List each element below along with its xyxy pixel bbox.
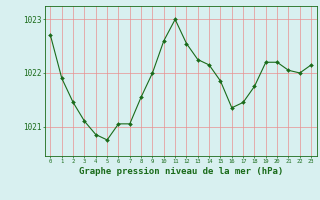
X-axis label: Graphe pression niveau de la mer (hPa): Graphe pression niveau de la mer (hPa): [79, 167, 283, 176]
